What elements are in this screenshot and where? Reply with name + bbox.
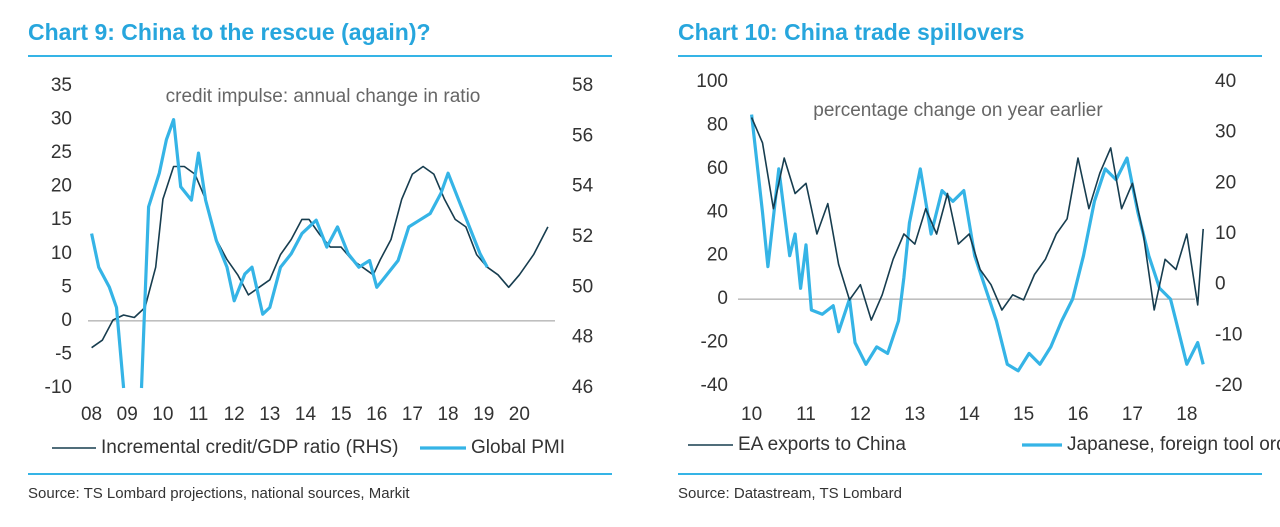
x-tick-label: 08 bbox=[81, 404, 102, 425]
x-tick-label: 13 bbox=[259, 404, 280, 425]
y2-tick-label: 40 bbox=[1215, 71, 1236, 92]
x-tick-label: 18 bbox=[437, 404, 458, 425]
x-tick-label: 16 bbox=[1067, 404, 1088, 425]
chart-title: Chart 10: China trade spillovers bbox=[678, 19, 1024, 45]
series-line bbox=[90, 118, 489, 389]
y2-tick-label: 48 bbox=[572, 327, 593, 348]
subtitle: credit impulse: annual change in ratio bbox=[166, 86, 481, 107]
y2-tick-label: 0 bbox=[1215, 274, 1226, 295]
y-tick-label: 80 bbox=[707, 114, 728, 135]
x-tick-label: 13 bbox=[904, 404, 925, 425]
series-line bbox=[750, 117, 1204, 321]
y2-tick-label: 54 bbox=[572, 176, 594, 197]
source: Source: Datastream, TS Lombard bbox=[678, 485, 902, 502]
x-tick-label: 11 bbox=[796, 404, 816, 425]
x-tick-label: 12 bbox=[224, 404, 245, 425]
x-tick-label: 11 bbox=[189, 404, 209, 425]
y-tick-label: 5 bbox=[61, 276, 72, 297]
x-tick-label: 10 bbox=[152, 404, 173, 425]
legend-label: Incremental credit/GDP ratio (RHS) bbox=[101, 437, 398, 458]
x-tick-label: 17 bbox=[1122, 404, 1143, 425]
x-tick-label: 18 bbox=[1176, 404, 1197, 425]
y2-tick-label: -10 bbox=[1215, 324, 1242, 345]
x-tick-label: 17 bbox=[402, 404, 423, 425]
series-line bbox=[750, 114, 1205, 373]
legend-label: Japanese, foreign tool orders bbox=[1067, 434, 1280, 455]
y-tick-label: 0 bbox=[717, 288, 728, 309]
y2-tick-label: -20 bbox=[1215, 375, 1242, 396]
series-line bbox=[91, 165, 549, 349]
source: Source: TS Lombard projections, national… bbox=[28, 485, 410, 502]
x-tick-label: 19 bbox=[473, 404, 494, 425]
y2-tick-label: 56 bbox=[572, 125, 593, 146]
subtitle: percentage change on year earlier bbox=[813, 100, 1103, 121]
x-tick-label: 12 bbox=[850, 404, 871, 425]
x-tick-label: 14 bbox=[295, 404, 317, 425]
y-tick-label: 0 bbox=[61, 310, 72, 331]
y-tick-label: 25 bbox=[51, 142, 72, 163]
y-tick-label: 20 bbox=[51, 176, 72, 197]
x-tick-label: 10 bbox=[741, 404, 762, 425]
y-tick-label: -5 bbox=[55, 343, 72, 364]
legend-label: Global PMI bbox=[471, 437, 565, 458]
y-tick-label: -10 bbox=[45, 377, 72, 398]
x-tick-label: 14 bbox=[959, 404, 981, 425]
y-tick-label: 10 bbox=[51, 243, 72, 264]
y2-tick-label: 20 bbox=[1215, 172, 1236, 193]
y-tick-label: -40 bbox=[701, 375, 728, 396]
chart-title: Chart 9: China to the rescue (again)? bbox=[28, 19, 431, 45]
x-tick-label: 16 bbox=[366, 404, 387, 425]
y2-tick-label: 52 bbox=[572, 226, 593, 247]
y2-tick-label: 58 bbox=[572, 75, 593, 96]
y-tick-label: 35 bbox=[51, 75, 72, 96]
y-tick-label: 40 bbox=[707, 201, 728, 222]
y2-tick-label: 10 bbox=[1215, 223, 1236, 244]
y2-tick-label: 30 bbox=[1215, 122, 1236, 143]
y-tick-label: 15 bbox=[51, 209, 72, 230]
y2-tick-label: 50 bbox=[572, 276, 593, 297]
y-tick-label: -20 bbox=[701, 332, 728, 353]
y2-tick-label: 46 bbox=[572, 377, 593, 398]
x-tick-label: 20 bbox=[509, 404, 530, 425]
x-tick-label: 09 bbox=[117, 404, 138, 425]
x-tick-label: 15 bbox=[331, 404, 352, 425]
y-tick-label: 100 bbox=[696, 71, 728, 92]
y-tick-label: 60 bbox=[707, 158, 728, 179]
y-tick-label: 20 bbox=[707, 245, 728, 266]
legend-label: EA exports to China bbox=[738, 434, 906, 455]
x-tick-label: 15 bbox=[1013, 404, 1034, 425]
y-tick-label: 30 bbox=[51, 109, 72, 130]
